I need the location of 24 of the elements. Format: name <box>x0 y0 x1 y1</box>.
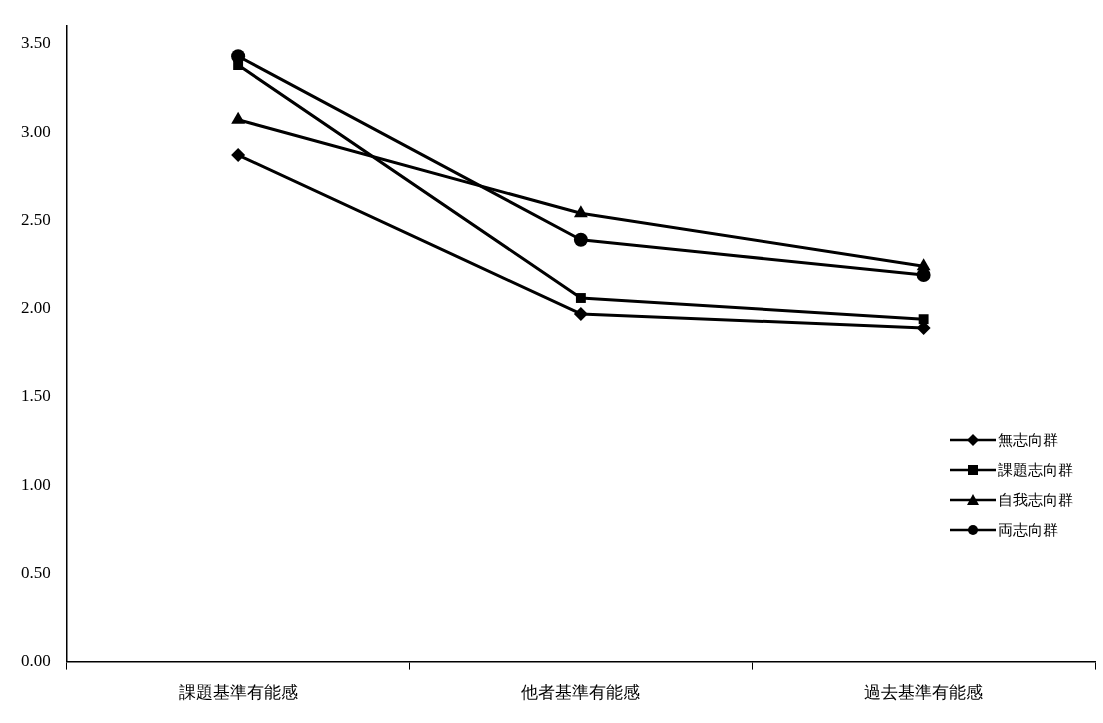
y-tick-label: 3.00 <box>21 121 51 141</box>
point <box>575 293 586 303</box>
point <box>916 268 931 283</box>
x-tick-label: 他者基準有能感 <box>521 683 641 703</box>
y-tick-label: 1.50 <box>21 386 51 406</box>
point <box>233 60 244 70</box>
y-tick-label: 0.50 <box>21 562 51 582</box>
legend-label: 無志向群 <box>998 430 1058 450</box>
y-tick-label: 3.50 <box>21 33 51 53</box>
y-tick-label: 1.00 <box>21 474 51 494</box>
point <box>573 232 588 247</box>
x-tick-label: 課題基準有能感 <box>178 683 298 703</box>
point <box>916 258 931 271</box>
x-tick-label: 過去基準有能感 <box>864 683 984 703</box>
point <box>231 148 246 163</box>
point <box>573 306 588 321</box>
legend-label: 課題志向群 <box>998 460 1073 480</box>
point <box>918 314 929 325</box>
y-tick-label: 2.50 <box>21 209 51 229</box>
point <box>573 205 588 218</box>
y-tick-label: 2.00 <box>21 298 51 318</box>
legend-label: 両志向群 <box>998 520 1058 540</box>
legend-label: 自我志向群 <box>998 490 1073 510</box>
y-tick-label: 0.00 <box>21 651 51 671</box>
